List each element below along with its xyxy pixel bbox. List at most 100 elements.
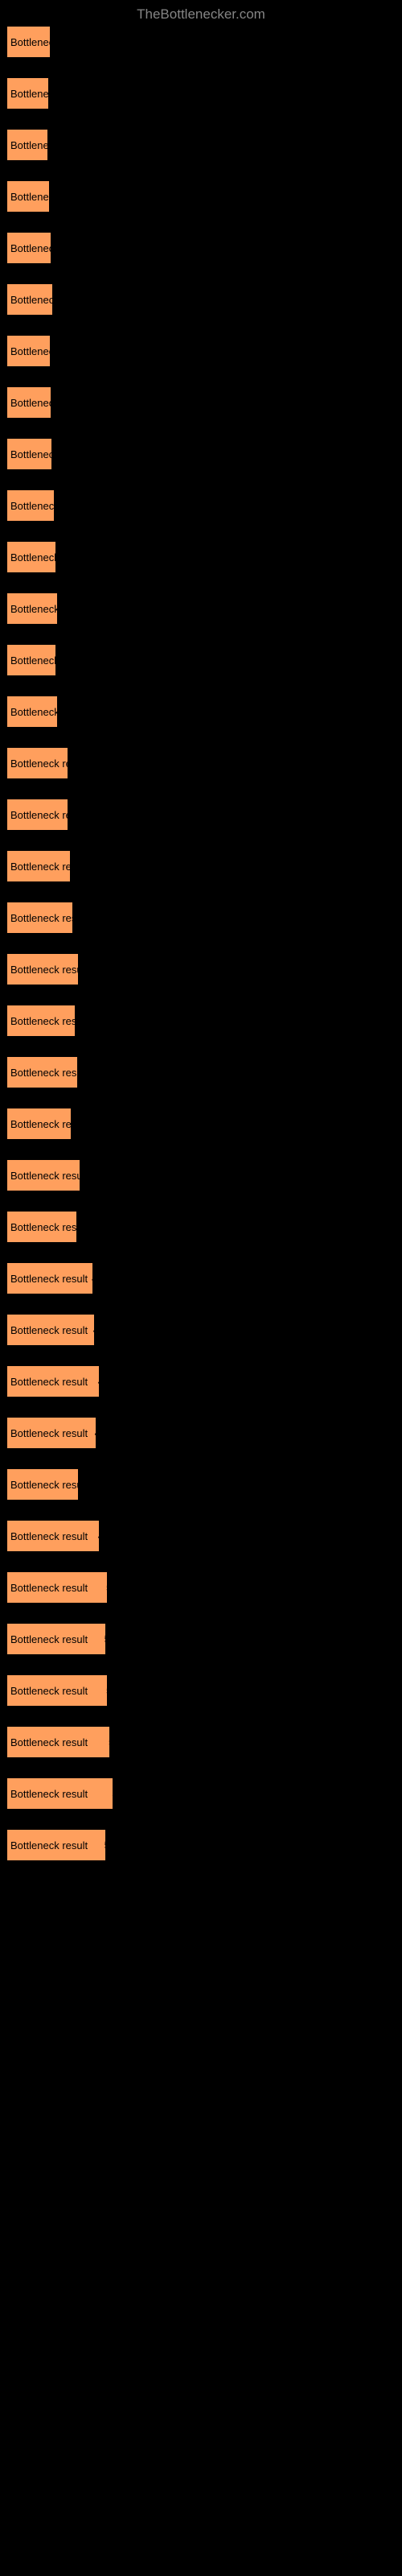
bar-label: Bottleneck result (7, 1015, 75, 1027)
bar-outer: Bottleneck result 4 (6, 1417, 396, 1449)
bar-fill: Bottleneck result (6, 1159, 80, 1191)
bar-label: Bottleneck result (7, 345, 50, 357)
bar-fill: Bottleneck result (6, 1726, 110, 1758)
bar-row: Bottleneck result (6, 129, 396, 161)
bar-row: Bottleneck result (6, 1159, 396, 1191)
bar-label: Bottleneck result (7, 1324, 88, 1336)
bar-fill: Bottleneck result (6, 541, 56, 573)
bar-fill: Bottleneck result (6, 232, 51, 264)
bar-label: Bottleneck result (7, 500, 54, 512)
bar-label: Bottleneck result (7, 36, 50, 48)
bar-label: Bottleneck result (7, 654, 55, 667)
bar-fill: Bottleneck result (6, 1314, 95, 1346)
bar-outer: Bottleneck result (6, 953, 396, 985)
bar-row: Bottleneck result (6, 902, 396, 934)
bar-fill: Bottleneck result (6, 1365, 100, 1397)
bar-row: Bottleneck result51. (6, 1674, 396, 1707)
bar-row: Bottleneck result 4 (6, 1314, 396, 1346)
bar-outer: Bottleneck result (6, 902, 396, 934)
bar-label: Bottleneck result (7, 861, 70, 873)
bar-fill: Bottleneck result (6, 386, 51, 419)
bar-row: Bottleneck result (6, 799, 396, 831)
bar-outer: Bottleneck result (6, 799, 396, 831)
bar-fill: Bottleneck result (6, 1005, 76, 1037)
bar-outer: Bottleneck result 50 (6, 1623, 396, 1655)
bar-label: Bottleneck result (7, 1067, 77, 1079)
bar-label: Bottleneck result (7, 1170, 80, 1182)
bar-row: Bottleneck result (6, 850, 396, 882)
bar-label: Bottleneck result (7, 912, 72, 924)
bar-value: 49 (98, 1530, 109, 1542)
bar-outer: Bottleneck result50 (6, 1829, 396, 1861)
bar-row: Bottleneck result 52. (6, 1726, 396, 1758)
bar-row: Bottleneck result (6, 1468, 396, 1501)
bar-outer: Bottleneck result (6, 386, 396, 419)
bar-label: Bottleneck result (7, 139, 47, 151)
bar-outer: Bottleneck result (6, 26, 396, 58)
bar-label: Bottleneck result (7, 603, 57, 615)
bar-fill: Bottleneck result (6, 1571, 108, 1604)
bar-row: Bottleneck result (6, 489, 396, 522)
bar-label: Bottleneck result (7, 964, 78, 976)
bar-label: Bottleneck result (7, 1427, 88, 1439)
bar-outer: Bottleneck result51. (6, 1674, 396, 1707)
bar-label: Bottleneck result (7, 1633, 88, 1645)
bar-outer: Bottleneck result (6, 1108, 396, 1140)
bar-row: Bottleneck result (6, 1056, 396, 1088)
bar-fill: Bottleneck result (6, 1108, 72, 1140)
bar-row: Bottleneck result (6, 644, 396, 676)
bar-fill: Bottleneck result (6, 283, 53, 316)
bar-row: Bottleneck result (6, 386, 396, 419)
bar-fill: Bottleneck result (6, 592, 58, 625)
bar-row: Bottleneck result 52.7 (6, 1777, 396, 1810)
bar-outer: Bottleneck result (6, 1159, 396, 1191)
bar-row: Bottleneck result (6, 232, 396, 264)
bar-fill: Bottleneck result (6, 902, 73, 934)
bar-row: Bottleneck result49 (6, 1520, 396, 1552)
bar-outer: Bottleneck result (6, 438, 396, 470)
bar-fill: Bottleneck result (6, 799, 68, 831)
bar-row: Bottleneck result (6, 283, 396, 316)
bar-outer: Bottleneck result (6, 335, 396, 367)
bar-outer: Bottleneck result (6, 644, 396, 676)
bar-row: Bottleneck result (6, 180, 396, 213)
bar-value: 52.7 (112, 1788, 132, 1800)
bar-fill: Bottleneck result (6, 1417, 96, 1449)
bar-label: Bottleneck result (7, 809, 68, 821)
bar-fill: Bottleneck result (6, 180, 50, 213)
bar-fill: Bottleneck result (6, 696, 58, 728)
bar-row: Bottleneck result (6, 26, 396, 58)
bar-value: 51. (106, 1582, 121, 1594)
page-header: TheBottlenecker.com (0, 0, 402, 26)
bar-outer: Bottleneck result 52.7 (6, 1777, 396, 1810)
bar-value: 52. (109, 1736, 123, 1748)
bar-value: 50 (105, 1839, 116, 1852)
bar-fill: Bottleneck result (6, 1211, 77, 1243)
bar-outer: Bottleneck result (6, 180, 396, 213)
bar-row: Bottleneck result (6, 592, 396, 625)
bar-outer: Bottleneck result (6, 77, 396, 109)
bar-fill: Bottleneck result (6, 1623, 106, 1655)
bar-label: Bottleneck result (7, 1221, 76, 1233)
bar-value: 50 (105, 1633, 116, 1645)
bar-label: Bottleneck result (7, 242, 51, 254)
bar-outer: Bottleneck result (6, 1005, 396, 1037)
bar-outer: Bottleneck result51. (6, 1571, 396, 1604)
bar-row: Bottleneck result (6, 1108, 396, 1140)
bar-outer: Bottleneck result (6, 592, 396, 625)
bar-label: Bottleneck result (7, 191, 49, 203)
bar-label: Bottleneck result (7, 1376, 88, 1388)
site-title: TheBottlenecker.com (137, 6, 265, 22)
bar-value: 4 (93, 1324, 99, 1336)
bar-outer: Bottleneck result (6, 489, 396, 522)
bar-label: Bottleneck result (7, 1736, 88, 1748)
bar-fill: Bottleneck result (6, 644, 56, 676)
bar-value: 4 (95, 1427, 100, 1439)
bar-fill: Bottleneck result (6, 1777, 113, 1810)
bar-row: Bottleneck result (6, 953, 396, 985)
bar-outer: Bottleneck result (6, 541, 396, 573)
bar-outer: Bottleneck result (6, 129, 396, 161)
bar-label: Bottleneck result (7, 88, 48, 100)
bar-label: Bottleneck result (7, 1788, 88, 1800)
bar-row: Bottleneck result (6, 747, 396, 779)
